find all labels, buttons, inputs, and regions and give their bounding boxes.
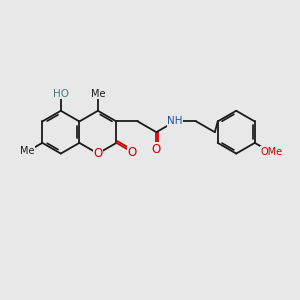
Text: Me: Me	[20, 146, 34, 157]
Text: OMe: OMe	[261, 147, 283, 157]
Text: O: O	[152, 143, 161, 156]
Text: O: O	[93, 147, 103, 160]
Text: HO: HO	[53, 88, 69, 98]
Text: O: O	[128, 146, 137, 159]
Text: NH: NH	[167, 116, 183, 127]
Text: Me: Me	[91, 88, 105, 98]
